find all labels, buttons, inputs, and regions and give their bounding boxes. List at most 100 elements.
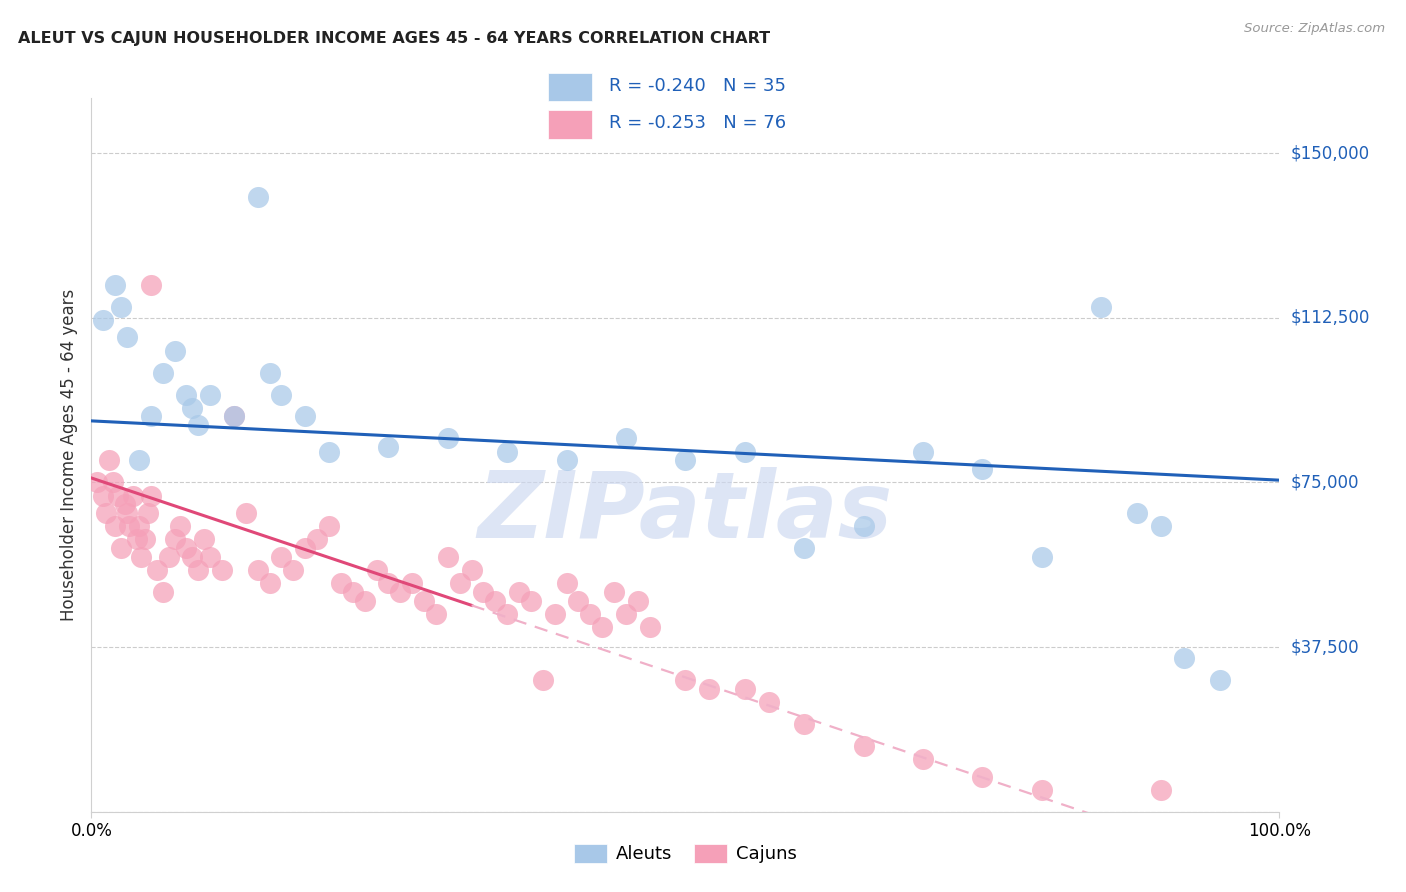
Point (318, 519, 340, 533)
Point (520, 594, 543, 608)
Point (110, 300, 132, 314)
Point (673, 453, 696, 467)
Point (139, 409, 162, 424)
Point (508, 585, 530, 599)
Point (318, 444, 340, 458)
Point (107, 489, 129, 503)
Point (697, 681, 720, 696)
Point (342, 585, 364, 599)
Point (1090, 300, 1112, 314)
Point (294, 541, 316, 556)
Point (222, 409, 245, 424)
Text: $75,000: $75,000 (1291, 474, 1360, 491)
Point (496, 444, 519, 458)
Point (259, 366, 281, 380)
Point (603, 585, 626, 599)
Point (1209, 673, 1232, 687)
Point (758, 695, 780, 709)
Point (793, 541, 815, 556)
Point (118, 519, 141, 533)
Point (972, 770, 994, 784)
Point (329, 576, 352, 591)
Point (114, 497, 136, 511)
Point (129, 549, 152, 564)
Point (638, 620, 661, 634)
Point (152, 585, 174, 599)
FancyBboxPatch shape (548, 110, 592, 139)
Point (138, 506, 160, 520)
Text: Source: ZipAtlas.com: Source: ZipAtlas.com (1244, 22, 1385, 36)
Point (270, 387, 292, 401)
Point (181, 549, 204, 564)
Point (377, 440, 399, 454)
Point (176, 541, 198, 556)
Point (852, 739, 875, 753)
Point (544, 607, 567, 621)
Point (1149, 519, 1171, 533)
Point (128, 519, 150, 533)
Point (579, 607, 602, 621)
Point (91, 489, 114, 503)
Point (555, 453, 578, 467)
Point (270, 549, 292, 564)
Point (484, 594, 506, 608)
Point (128, 453, 150, 467)
Point (436, 432, 458, 446)
Point (187, 418, 209, 433)
Point (98, 453, 121, 467)
Point (152, 366, 174, 380)
Point (91, 313, 114, 327)
Text: $150,000: $150,000 (1291, 144, 1369, 162)
Text: R = -0.240   N = 35: R = -0.240 N = 35 (609, 78, 786, 95)
Point (139, 489, 162, 503)
Point (401, 576, 423, 591)
Point (246, 563, 269, 577)
Point (496, 607, 519, 621)
Point (181, 401, 204, 415)
Point (246, 190, 269, 204)
Point (157, 549, 180, 564)
Point (115, 330, 138, 344)
Point (377, 576, 399, 591)
Text: $37,500: $37,500 (1291, 638, 1360, 656)
Point (614, 607, 637, 621)
Point (193, 533, 215, 547)
Point (235, 506, 257, 520)
Point (222, 409, 245, 424)
Point (614, 432, 637, 446)
Y-axis label: Householder Income Ages 45 - 64 years: Householder Income Ages 45 - 64 years (60, 289, 79, 621)
Point (627, 594, 650, 608)
Point (793, 717, 815, 731)
Point (259, 576, 281, 591)
Text: $112,500: $112,500 (1291, 309, 1369, 326)
Point (307, 533, 329, 547)
Point (436, 549, 458, 564)
Point (94, 506, 117, 520)
Point (972, 462, 994, 476)
Point (673, 673, 696, 687)
Point (104, 519, 127, 533)
Point (1126, 506, 1149, 520)
Point (555, 576, 578, 591)
Point (1031, 782, 1053, 797)
Point (115, 506, 138, 520)
Point (460, 563, 482, 577)
Point (591, 620, 613, 634)
Point (366, 563, 388, 577)
Point (449, 576, 471, 591)
Point (200, 387, 222, 401)
Legend: Aleuts, Cajuns: Aleuts, Cajuns (575, 844, 796, 863)
Point (425, 607, 447, 621)
Point (86, 475, 108, 490)
Point (176, 387, 198, 401)
Text: R = -0.253   N = 76: R = -0.253 N = 76 (609, 114, 786, 132)
Point (163, 343, 186, 358)
Point (734, 681, 756, 696)
Point (139, 277, 162, 292)
Point (531, 673, 554, 687)
FancyBboxPatch shape (548, 72, 592, 102)
Point (294, 409, 316, 424)
Point (145, 563, 167, 577)
Point (1149, 782, 1171, 797)
Point (211, 563, 233, 577)
